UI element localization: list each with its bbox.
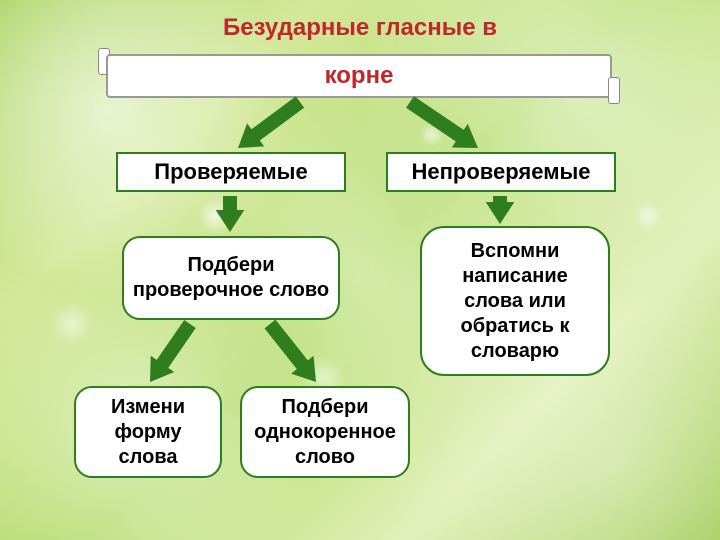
arrow-pick_test-to-change_form xyxy=(150,320,196,382)
arrow-root-to-uncheckable xyxy=(406,96,478,148)
arrows-layer xyxy=(0,0,720,540)
arrow-pick_test-to-same_root xyxy=(265,320,316,382)
arrow-checkable-to-pick_test xyxy=(216,196,245,232)
arrow-root-to-checkable xyxy=(238,96,304,148)
arrow-uncheckable-to-remember xyxy=(486,196,515,224)
